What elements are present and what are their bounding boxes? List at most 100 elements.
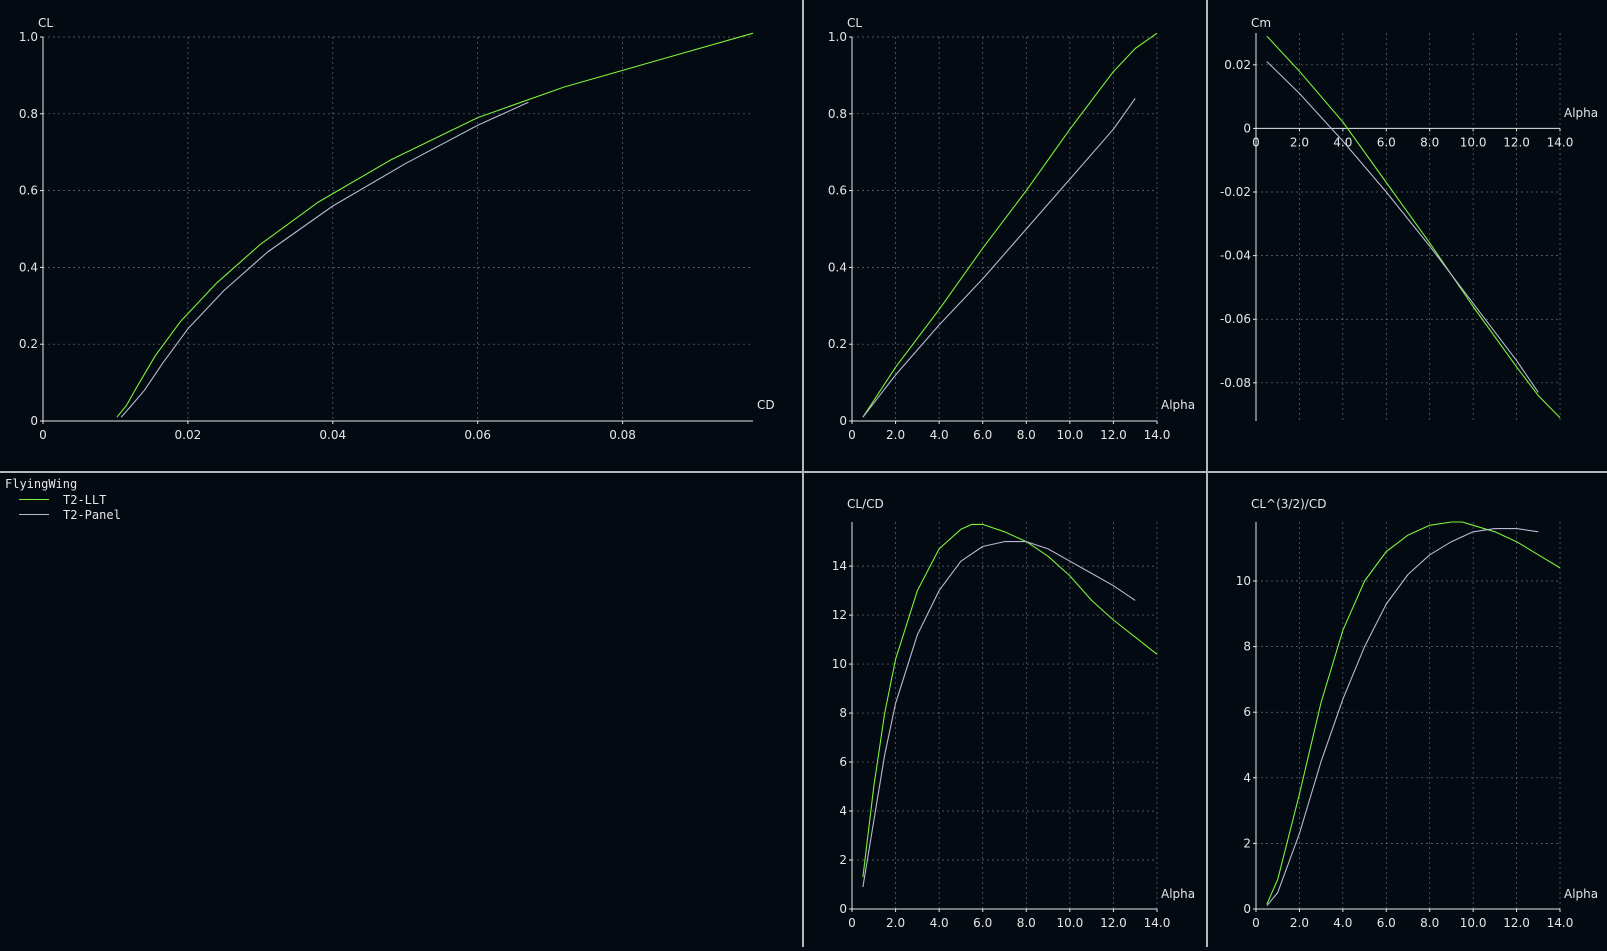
chart-1-x-tick-label-5: 10.0 — [1056, 428, 1083, 442]
chart-4-y-tick-label-3: 6 — [1243, 705, 1251, 719]
chart-1-x-tick-label-4: 8.0 — [1017, 428, 1036, 442]
chart-2-x-tick-label-6: 12.0 — [1503, 135, 1530, 149]
legend: FlyingWing T2-LLT T2-Panel — [5, 477, 121, 522]
chart-4-y-tick-label-4: 8 — [1243, 640, 1251, 654]
panel-cl32cd-vs-alpha: 0 2.0 4.0 6.0 8.0 10.0 12.0 14.0 0 2 4 6 8 10 Alpha CL^… — [1208, 474, 1607, 947]
chart-2-y-tick-label-1: -0.06 — [1220, 312, 1251, 326]
divider-vertical-left[interactable] — [802, 0, 804, 947]
chart-1-series-t2-llt — [862, 32, 1158, 418]
chart-2-x-tick-label-1: 2.0 — [1290, 135, 1309, 149]
chart-4-x-tick-label-2: 4.0 — [1333, 916, 1352, 930]
chart-0-y-tick-label-5: 1.0 — [19, 30, 38, 44]
chart-4-x-tick-label-5: 10.0 — [1460, 916, 1487, 930]
chart-cm-vs-alpha: 0 2.0 4.0 6.0 8.0 10.0 12.0 14.0 -0.08 -0.06 -0.04… — [1220, 16, 1598, 421]
chart-2-y-axis-label: Cm — [1251, 16, 1271, 30]
chart-0-x-tick-label-4: 0.08 — [609, 428, 636, 442]
chart-cl32cd-vs-alpha: 0 2.0 4.0 6.0 8.0 10.0 12.0 14.0 0 2 4 6 8 10 Alpha CL^… — [1236, 497, 1598, 930]
chart-0-y-tick-label-2: 0.4 — [19, 260, 38, 274]
panel-cl-vs-alpha: 0 2.0 4.0 6.0 8.0 10.0 12.0 14.0 0 0.2 0.4 0.6 0.8 1.… — [805, 0, 1206, 472]
panel-clcd-vs-alpha: 0 2.0 4.0 6.0 8.0 10.0 12.0 14.0 0 2 4 6 8 10 12 14 Alph… — [805, 474, 1206, 947]
chart-2-y-tick-label-5: 0.02 — [1224, 58, 1251, 72]
chart-4-y-tick-label-0: 0 — [1243, 902, 1251, 916]
chart-1-x-tick-label-7: 14.0 — [1144, 428, 1171, 442]
chart-2-series-t2-panel — [1266, 61, 1539, 393]
legend-swatch-panel — [19, 514, 49, 515]
chart-3-x-axis-label: Alpha — [1161, 887, 1195, 901]
chart-1-y-tick-label-0: 0 — [839, 414, 847, 428]
chart-0-x-tick-label-3: 0.06 — [464, 428, 491, 442]
chart-4-x-tick-label-1: 2.0 — [1290, 916, 1309, 930]
chart-4-x-tick-label-4: 8.0 — [1420, 916, 1439, 930]
chart-3-x-tick-label-3: 6.0 — [973, 916, 992, 930]
chart-1-x-tick-label-3: 6.0 — [973, 428, 992, 442]
chart-4-x-tick-label-7: 14.0 — [1547, 916, 1574, 930]
chart-2-x-tick-label-7: 14.0 — [1547, 135, 1574, 149]
chart-0-x-tick-label-2: 0.04 — [319, 428, 346, 442]
chart-2-y-tick-label-3: -0.02 — [1220, 185, 1251, 199]
chart-0-x-tick-label-1: 0.02 — [175, 428, 202, 442]
chart-1-y-tick-label-3: 0.6 — [828, 184, 847, 198]
legend-item-panel: T2-Panel — [19, 507, 121, 522]
chart-0-y-tick-label-3: 0.6 — [19, 184, 38, 198]
chart-cl-vs-alpha: 0 2.0 4.0 6.0 8.0 10.0 12.0 14.0 0 0.2 0.4 0.6 0.8 1.… — [828, 16, 1195, 442]
chart-4-x-tick-label-3: 6.0 — [1377, 916, 1396, 930]
chart-2-x-tick-label-5: 10.0 — [1460, 135, 1487, 149]
chart-1-x-tick-label-1: 2.0 — [886, 428, 905, 442]
chart-0-series-t2-panel — [120, 101, 529, 418]
chart-3-x-tick-label-6: 12.0 — [1100, 916, 1127, 930]
divider-horizontal[interactable] — [0, 471, 1607, 473]
chart-1-y-axis-label: CL — [847, 16, 862, 30]
chart-2-x-axis-label: Alpha — [1564, 106, 1598, 120]
chart-3-y-tick-label-2: 4 — [839, 804, 847, 818]
chart-0-y-tick-label-0: 0 — [30, 414, 38, 428]
chart-4-x-axis-label: Alpha — [1564, 887, 1598, 901]
chart-3-y-axis-label: CL/CD — [847, 497, 884, 511]
chart-0-series-t2-llt — [116, 32, 754, 418]
chart-3-x-tick-label-2: 4.0 — [930, 916, 949, 930]
chart-3-y-tick-label-6: 12 — [832, 608, 847, 622]
chart-4-y-tick-label-2: 4 — [1243, 771, 1251, 785]
chart-3-y-tick-label-4: 8 — [839, 706, 847, 720]
chart-1-x-axis-label: Alpha — [1161, 398, 1195, 412]
chart-3-y-tick-label-0: 0 — [839, 902, 847, 916]
chart-4-y-tick-label-5: 10 — [1236, 574, 1251, 588]
legend-swatch-llt — [19, 499, 49, 500]
chart-1-x-tick-label-2: 4.0 — [930, 428, 949, 442]
legend-item-llt: T2-LLT — [19, 492, 121, 507]
chart-2-y-tick-label-4: 0 — [1243, 121, 1251, 135]
chart-1-series-t2-panel — [862, 98, 1136, 418]
chart-4-y-axis-label: CL^(3/2)/CD — [1251, 497, 1326, 511]
legend-label-llt: T2-LLT — [63, 492, 107, 507]
chart-4-y-tick-label-1: 2 — [1243, 836, 1251, 850]
chart-cl-vs-cd: 0 0.02 0.04 0.06 0.08 0 0.2 0.4 0.6 0.8 1.0 CD CL — [19, 16, 775, 442]
chart-1-x-tick-label-6: 12.0 — [1100, 428, 1127, 442]
panel-cl-vs-cd: 0 0.02 0.04 0.06 0.08 0 0.2 0.4 0.6 0.8 1.0 CD CL — [0, 0, 803, 472]
chart-3-y-tick-label-3: 6 — [839, 755, 847, 769]
chart-0-y-axis-label: CL — [38, 16, 53, 30]
chart-3-y-tick-label-5: 10 — [832, 657, 847, 671]
chart-1-y-tick-label-2: 0.4 — [828, 260, 847, 274]
chart-4-series-t2-panel — [1266, 528, 1539, 907]
chart-3-y-tick-label-1: 2 — [839, 853, 847, 867]
chart-2-x-tick-label-0: 0 — [1252, 135, 1260, 149]
chart-3-x-tick-label-7: 14.0 — [1144, 916, 1171, 930]
chart-4-x-tick-label-0: 0 — [1252, 916, 1260, 930]
chart-3-x-tick-label-4: 8.0 — [1017, 916, 1036, 930]
legend-title: FlyingWing — [5, 477, 78, 491]
chart-3-y-tick-label-7: 14 — [832, 559, 847, 573]
chart-2-y-tick-label-0: -0.08 — [1220, 376, 1251, 390]
legend-label-panel: T2-Panel — [63, 507, 121, 522]
chart-3-x-tick-label-5: 10.0 — [1056, 916, 1083, 930]
chart-2-x-tick-label-3: 6.0 — [1377, 135, 1396, 149]
divider-vertical-right[interactable] — [1206, 0, 1208, 947]
chart-0-y-tick-label-4: 0.8 — [19, 107, 38, 121]
chart-2-x-tick-label-4: 8.0 — [1420, 135, 1439, 149]
chart-0-x-axis-label: CD — [757, 398, 775, 412]
chart-3-series-t2-llt — [862, 523, 1158, 878]
chart-0-y-tick-label-1: 0.2 — [19, 337, 38, 351]
chart-4-series-t2-llt — [1266, 521, 1561, 905]
panel-cm-vs-alpha: 0 2.0 4.0 6.0 8.0 10.0 12.0 14.0 -0.08 -0.06 -0.04… — [1208, 0, 1607, 472]
chart-1-y-tick-label-4: 0.8 — [828, 107, 847, 121]
chart-3-series-t2-panel — [862, 541, 1136, 888]
chart-3-x-tick-label-0: 0 — [848, 916, 856, 930]
